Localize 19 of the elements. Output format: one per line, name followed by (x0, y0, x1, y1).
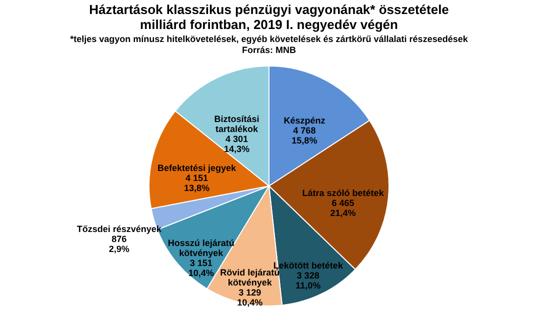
slice-label: Rövid lejáratú kötvények (220, 268, 280, 288)
data-label: 4 301 14,3% (224, 134, 250, 154)
slice-label: Készpénz (284, 116, 326, 126)
slice-label: Látra szóló betétek (302, 188, 385, 198)
data-label: 876 2,9% (108, 234, 130, 254)
text: Forrás: MNB (242, 45, 296, 55)
slice-label: Befektetési jegyek (158, 163, 238, 174)
text: Háztartások klasszikus pénzügyi vagyonának* összetétele (89, 2, 449, 17)
data-label: 3 129 10,4% (237, 288, 263, 308)
data-label: 4 151 13,8% (184, 173, 210, 194)
data-label: 3 328 11,0% (296, 270, 321, 291)
chart-subtitle: *teljes vagyon mínusz hitelkövetelések, egyéb követelések és zártkörű vállalati részesedések (70, 34, 469, 44)
data-label: 4 768 15,8% (292, 126, 318, 146)
slice-label: Hosszú lejáratú kötvények (168, 238, 234, 258)
slice-label: Tőzsdei részvények (76, 224, 162, 234)
data-label: 6 465 21,4% (330, 198, 356, 218)
slice-label: Biztosítási tartalékok (214, 114, 260, 134)
text: milliárd forintban, 2019 I. negyedév végén (140, 17, 398, 32)
data-label: 3 151 10,4% (188, 258, 214, 278)
